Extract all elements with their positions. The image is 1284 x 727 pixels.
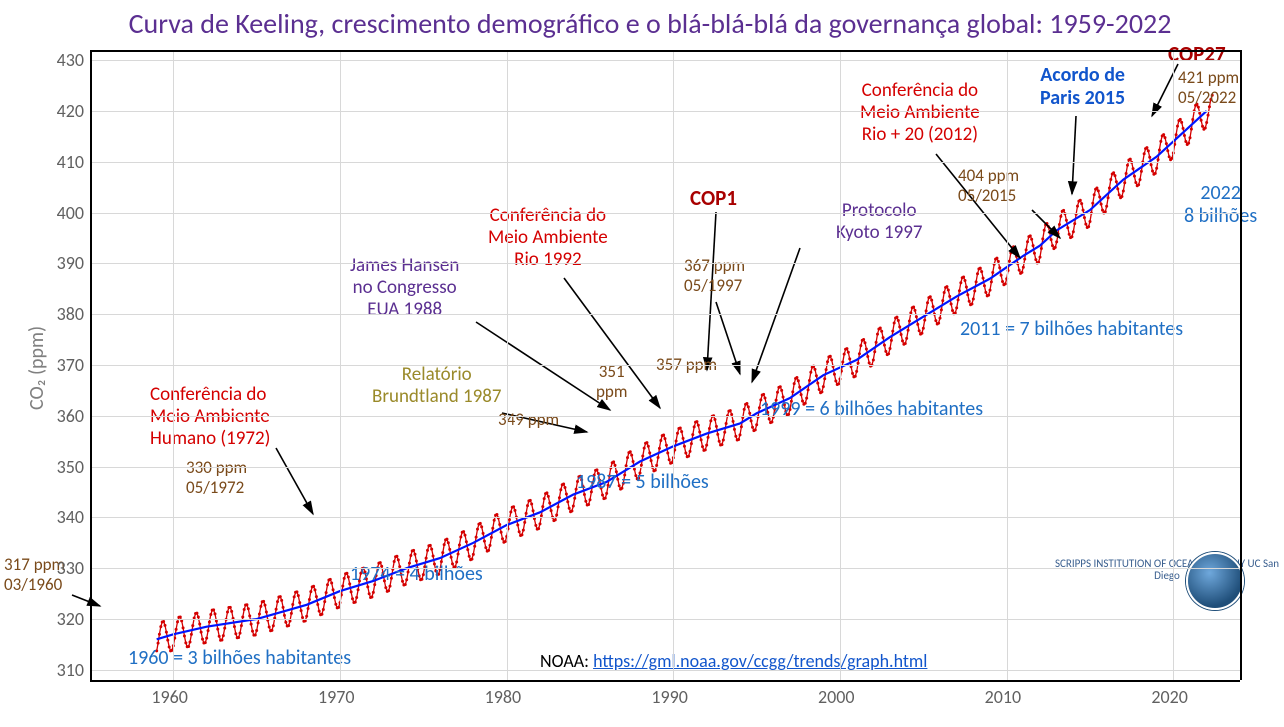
gridline-y xyxy=(90,263,1240,264)
source-prefix: NOAA: xyxy=(540,650,593,672)
gridline-y xyxy=(90,365,1240,366)
xtick-label: 1970 xyxy=(318,686,355,708)
annotation-pop-2022: 2022 8 bilhões xyxy=(1184,182,1257,228)
source-citation: NOAA: https://gml.noaa.gov/ccgg/trends/g… xyxy=(540,650,927,672)
gridline-y xyxy=(90,213,1240,214)
gridline-y xyxy=(90,162,1240,163)
gridline-y xyxy=(90,467,1240,468)
gridline-x xyxy=(340,50,341,680)
arrow-ar-ppm97 xyxy=(716,302,740,374)
ytick-label: 400 xyxy=(57,202,84,224)
arrow-ar-paris xyxy=(1072,116,1076,194)
annotation-pop-1987: 1987 = 5 bilhões xyxy=(576,471,709,494)
annotation-ev-rio20: Conferência do Meio Ambiente Rio + 20 (2… xyxy=(860,80,980,146)
gridline-x xyxy=(507,50,508,680)
gridline-y xyxy=(90,416,1240,417)
annotation-ev-brund: Relatório Brundtland 1987 xyxy=(372,364,502,408)
annotation-pop-1974: 1974 = 4 bilhões xyxy=(350,563,483,586)
annotation-ev-paris: Acordo de Paris 2015 xyxy=(1040,64,1125,110)
xtick-label: 2010 xyxy=(985,686,1022,708)
gridline-y xyxy=(90,670,1240,671)
ytick-label: 330 xyxy=(57,557,84,579)
ytick-label: 350 xyxy=(57,456,84,478)
ytick-label: 370 xyxy=(57,354,84,376)
xtick-label: 2020 xyxy=(1151,686,1188,708)
xtick-label: 2000 xyxy=(818,686,855,708)
xtick-label: 1990 xyxy=(651,686,688,708)
gridline-y xyxy=(90,568,1240,569)
ytick-label: 310 xyxy=(57,659,84,681)
arrow-ar-1972 xyxy=(276,448,313,514)
ytick-label: 340 xyxy=(57,506,84,528)
annotation-ppm-2015: 404 ppm 05/2015 xyxy=(958,166,1019,205)
ytick-label: 410 xyxy=(57,151,84,173)
annotation-ev-cop1: COP1 xyxy=(690,186,737,210)
gridline-y xyxy=(90,314,1240,315)
ytick-label: 390 xyxy=(57,252,84,274)
gridline-x xyxy=(840,50,841,680)
annotation-ev-kyoto: Protocolo Kyoto 1997 xyxy=(836,200,923,244)
ytick-label: 320 xyxy=(57,608,84,630)
annotation-ppm-1988: 351 ppm xyxy=(596,362,627,401)
annotation-pop-1999: 1999 = 6 bilhões habitantes xyxy=(760,398,983,421)
annotation-ev-hansen: James Hansen no Congresso EUA 1988 xyxy=(350,255,459,321)
ytick-label: 360 xyxy=(57,405,84,427)
arrow-ar-start xyxy=(72,595,100,606)
gridline-x xyxy=(1173,50,1174,680)
ytick-label: 420 xyxy=(57,100,84,122)
gridline-y xyxy=(90,517,1240,518)
annotation-ev-cop27: COP27 xyxy=(1168,42,1226,66)
annotation-pop-2011: 2011 = 7 bilhões habitantes xyxy=(960,318,1183,341)
source-link[interactable]: https://gml.noaa.gov/ccgg/trends/graph.h… xyxy=(593,650,927,672)
y-axis-label: CO₂ (ppm) xyxy=(25,326,49,410)
chart-container: { "title": { "text": "Curva de Keeling, … xyxy=(0,0,1284,727)
xtick-label: 1960 xyxy=(151,686,188,708)
gridline-x xyxy=(173,50,174,680)
gridline-x xyxy=(1007,50,1008,680)
scripps-logo: SCRIPPS INSTITUTION OF OCEANOGRAPHY UC S… xyxy=(1050,558,1284,582)
gridline-y xyxy=(90,619,1240,620)
annotation-pop-1960: 1960 = 3 bilhões habitantes xyxy=(128,647,351,670)
annotation-ppm-2022: 421 ppm 05/2022 xyxy=(1178,68,1239,107)
noaa-logo xyxy=(1186,552,1244,610)
gridline-x xyxy=(673,50,674,680)
ytick-label: 380 xyxy=(57,303,84,325)
gridline-y xyxy=(90,60,1240,61)
annotation-ppm-1972: 330 ppm 05/1972 xyxy=(186,458,247,497)
annotation-ppm-1997: 367 ppm 05/1997 xyxy=(684,256,745,295)
xtick-label: 1980 xyxy=(485,686,522,708)
ytick-label: 430 xyxy=(57,49,84,71)
gridline-y xyxy=(90,111,1240,112)
arrow-ar-ppm15 xyxy=(1032,210,1060,238)
